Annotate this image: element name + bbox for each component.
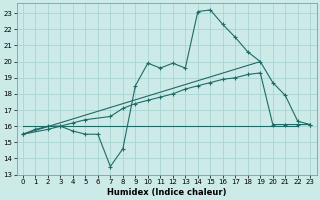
X-axis label: Humidex (Indice chaleur): Humidex (Indice chaleur) [107,188,226,197]
